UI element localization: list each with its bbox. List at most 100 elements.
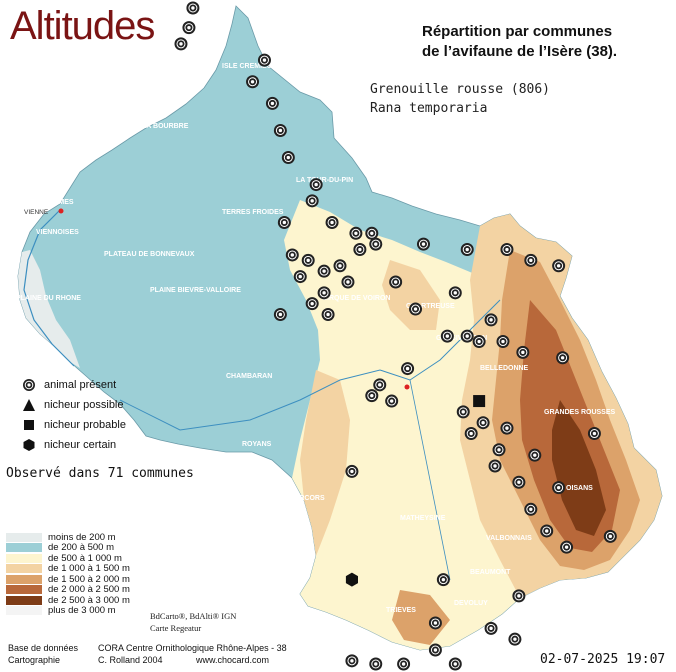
marker-center-dot xyxy=(469,431,473,436)
marker-inner-ring xyxy=(355,245,365,255)
marker-inner-ring xyxy=(462,245,472,255)
label-royans: ROYANS xyxy=(242,441,272,448)
label-isle-cremieu: ISLE CREMIEU xyxy=(222,63,272,70)
marker-center-dot xyxy=(401,662,406,666)
legend-nicheur-probable-label: nicheur probable xyxy=(44,418,126,431)
hexagon-icon xyxy=(23,439,35,451)
legend-nicheur-certain: nicheur certain xyxy=(22,438,116,452)
map-title: Altitudes xyxy=(10,4,155,48)
marker-inner-ring xyxy=(530,450,540,460)
label-grandes-rousses: GRANDES ROUSSES xyxy=(544,409,616,416)
marker-inner-ring xyxy=(335,261,345,271)
animal-present-marker xyxy=(285,248,299,262)
animal-present-marker xyxy=(373,378,387,392)
subtitle-line-2: de l’avifaune de l’Isère (38). xyxy=(422,43,618,60)
animal-present-marker xyxy=(325,215,339,229)
marker-inner-ring xyxy=(514,591,524,601)
marker-center-dot xyxy=(465,247,469,252)
marker-center-dot xyxy=(278,312,283,317)
drac-river xyxy=(409,379,451,581)
altitude-swatch xyxy=(6,585,42,595)
marker-inner-ring xyxy=(502,423,512,433)
animal-present-marker xyxy=(456,405,470,419)
marker-inner-ring xyxy=(514,477,524,487)
observed-count: Observé dans 71 communes xyxy=(6,466,194,481)
animal-present-marker xyxy=(309,178,323,192)
marker-inner-ring xyxy=(558,353,568,363)
marker-inner-ring xyxy=(589,429,599,439)
rhone-river xyxy=(23,209,75,367)
animal-present-marker xyxy=(317,264,331,278)
marker-center-dot xyxy=(322,291,326,295)
marker-center-dot xyxy=(389,399,394,403)
animal-present-marker xyxy=(516,345,530,359)
animal-present-marker xyxy=(345,654,359,668)
species-block: Grenouille rousse (806) Rana temporaria xyxy=(370,80,550,118)
marker-center-dot xyxy=(370,231,374,235)
marker-inner-ring xyxy=(430,645,440,655)
marker-inner-ring xyxy=(418,239,428,249)
animal-present-marker xyxy=(496,335,510,349)
animal-present-marker xyxy=(397,657,411,671)
marker-center-dot xyxy=(505,426,509,430)
altitude-swatch xyxy=(6,574,42,584)
marker-inner-ring xyxy=(526,255,536,265)
marker-center-dot xyxy=(529,507,533,511)
altitude-row: de 200 à 500 m xyxy=(6,542,130,553)
footer-label-database: Base de données xyxy=(8,643,79,653)
altitude-row: de 2 000 à 2 500 m xyxy=(6,584,130,595)
marker-inner-ring xyxy=(442,331,452,341)
animal-present-marker xyxy=(512,475,526,489)
altitude-swatch xyxy=(6,532,42,542)
label-trieves: TRIEVES xyxy=(386,607,416,614)
animal-present-marker xyxy=(436,573,450,587)
marker-center-dot xyxy=(393,280,398,284)
marker-inner-ring xyxy=(518,347,528,357)
marker-center-dot xyxy=(556,264,561,268)
animal-present-marker xyxy=(524,253,538,267)
marker-inner-ring xyxy=(367,391,377,401)
marker-inner-ring xyxy=(490,461,500,471)
marker-inner-ring xyxy=(542,526,552,536)
animal-present-marker xyxy=(409,302,423,316)
altitude-label: plus de 3 000 m xyxy=(48,605,116,617)
marker-center-dot xyxy=(286,155,291,160)
marker-center-dot xyxy=(278,128,283,133)
marker-center-dot xyxy=(465,334,469,338)
vienne-marker xyxy=(58,208,64,214)
marker-center-dot xyxy=(350,659,354,663)
marker-center-dot xyxy=(306,258,310,263)
animal-present-marker xyxy=(552,259,566,273)
marker-inner-ring xyxy=(387,396,397,406)
animal-present-marker xyxy=(257,53,271,67)
animal-present-marker xyxy=(353,243,367,257)
altitude-label: moins de 200 m xyxy=(48,531,116,543)
marker-center-dot xyxy=(290,253,294,257)
altitude-row: de 1 000 à 1 500 m xyxy=(6,563,130,574)
marker-center-dot xyxy=(378,383,382,387)
marker-center-dot xyxy=(310,301,314,306)
animal-present-marker xyxy=(333,259,347,273)
marker-inner-ring xyxy=(510,634,520,644)
animal-present-marker xyxy=(389,275,403,289)
map-credits: BdCarto®, BdAlti® IGN Carte Regeatur xyxy=(150,610,236,634)
marker-center-dot xyxy=(481,421,485,425)
marker-center-dot xyxy=(489,626,493,631)
marker-inner-ring xyxy=(347,656,357,666)
map-subtitle: Répartition par communes de l’avifaune d… xyxy=(422,22,617,62)
square-icon xyxy=(24,420,34,430)
animal-present-marker xyxy=(401,362,415,376)
footer-url-link[interactable]: www.chocard.com xyxy=(196,655,270,665)
label-cirque-voiron: CIRQUE DE VOIRON xyxy=(322,295,390,302)
animal-present-marker xyxy=(524,502,538,516)
subtitle-line-1: Répartition par communes xyxy=(422,23,613,40)
marker-inner-ring xyxy=(494,445,504,455)
marker-center-dot xyxy=(346,280,350,284)
marker-inner-ring xyxy=(450,659,460,669)
marker-center-dot xyxy=(513,637,517,641)
species-latin-name: Rana temporaria xyxy=(370,101,488,116)
marker-inner-ring xyxy=(562,542,572,552)
marker-center-dot xyxy=(179,42,183,46)
altitude-swatch xyxy=(6,553,42,563)
marker-center-dot xyxy=(191,6,195,10)
